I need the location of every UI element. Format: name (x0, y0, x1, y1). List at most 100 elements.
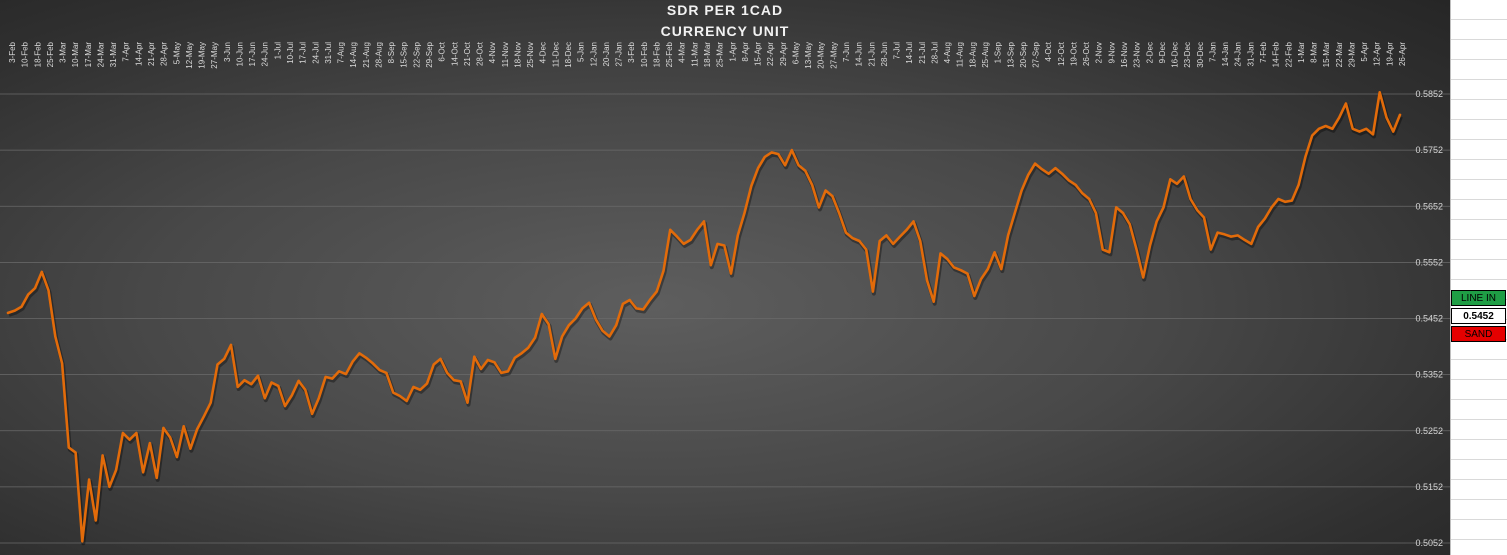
x-tick-label: 16-Nov (1120, 42, 1129, 68)
y-tick-label: 0.5052 (1415, 538, 1443, 548)
y-tick-label: 0.5752 (1415, 145, 1443, 155)
x-tick-label: 9-Nov (1107, 42, 1116, 63)
x-tick-label: 3-Feb (627, 41, 636, 62)
x-tick-label: 22-Sep (412, 41, 421, 67)
x-tick-label: 4-Aug (943, 42, 952, 63)
x-tick-label: 4-Dec (539, 42, 548, 63)
x-tick-label: 7-Aug (337, 42, 346, 63)
x-tick-label: 14-Feb (1272, 41, 1281, 67)
x-tick-label: 5-Apr (1360, 42, 1369, 62)
y-tick-label: 0.5152 (1415, 482, 1443, 492)
x-tick-label: 18-Aug (968, 42, 977, 68)
chart-title: SDR PER 1CAD (666, 2, 784, 18)
x-tick-label: 25-Aug (981, 42, 990, 68)
x-tick-label: 10-Jul (286, 42, 295, 64)
x-tick-label: 5-Jan (577, 42, 586, 62)
x-tick-label: 16-Dec (1171, 42, 1180, 68)
x-tick-label: 2-Dec (1145, 42, 1154, 63)
x-tick-label: 19-May (198, 42, 207, 69)
x-tick-label: 1-Sep (994, 41, 1003, 63)
y-tick-label: 0.5252 (1415, 426, 1443, 436)
x-tick-label: 20-Sep (1019, 41, 1028, 67)
x-tick-label: 14-Aug (349, 42, 358, 68)
y-tick-label: 0.5552 (1415, 257, 1443, 267)
x-tick-label: 7-Jun (842, 42, 851, 62)
series-line (6, 91, 1402, 543)
line-in-value[interactable]: 0.5452 (1451, 308, 1506, 324)
line-chart: 3-Feb 10-Feb 18-Feb 25-Feb 3-Mar 10-Mar 17-Mar… (0, 41, 1450, 548)
x-tick-label: 12-Jan (589, 42, 598, 66)
x-tick-label: 20-Jan (602, 42, 611, 66)
x-tick-label: 28-Jun (880, 42, 889, 66)
x-tick-label: 21-Oct (463, 41, 472, 66)
x-tick-label: 15-Mar (1322, 42, 1331, 68)
x-tick-label: 28-Aug (374, 42, 383, 68)
x-tick-label: 6-May (791, 42, 800, 64)
x-tick-label: 24-Jun (261, 42, 270, 66)
x-tick-label: 3-Jun (223, 42, 232, 62)
x-tick-label: 10-Feb (640, 41, 649, 67)
x-tick-label: 24-Mar (96, 42, 105, 68)
x-tick-label: 31-Jul (324, 42, 333, 64)
x-tick-label: 14-Apr (134, 42, 143, 66)
x-tick-label: 18-Feb (33, 41, 42, 67)
x-tick-label: 6-Oct (438, 41, 447, 61)
x-tick-label: 24-Jan (1234, 42, 1243, 66)
y-tick-label: 0.5452 (1415, 314, 1443, 324)
x-tick-label: 20-May (817, 42, 826, 69)
x-tick-label: 14-Oct (450, 41, 459, 66)
x-tick-label: 4-Mar (678, 42, 687, 63)
x-tick-label: 22-Apr (766, 42, 775, 66)
x-tick-label: 12-Apr (1373, 42, 1382, 66)
x-tick-label: 29-Apr (779, 42, 788, 66)
x-tick-label: 14-Jan (1221, 42, 1230, 66)
x-tick-label: 27-Jan (615, 42, 624, 66)
x-tick-label: 21-Jun (867, 42, 876, 66)
x-tick-label: 7-Jul (893, 42, 902, 60)
x-tick-label: 8-Sep (387, 41, 396, 63)
x-tick-label: 12-May (185, 42, 194, 69)
x-tick-label: 7-Apr (122, 42, 131, 62)
x-tick-label: 28-Jul (930, 42, 939, 64)
x-tick-label: 12-Oct (1057, 41, 1066, 66)
x-tick-label: 31-Jan (1246, 42, 1255, 66)
x-tick-label: 4-Oct (1044, 41, 1053, 61)
x-tick-label: 18-Nov (513, 42, 522, 68)
x-tick-label: 3-Mar (59, 42, 68, 63)
x-tick-label: 13-Sep (1006, 41, 1015, 67)
x-tick-label: 17-Mar (84, 42, 93, 68)
x-tick-label: 15-Apr (754, 42, 763, 66)
x-tick-label: 10-Jun (235, 42, 244, 66)
x-tick-label: 23-Nov (1133, 42, 1142, 68)
x-tick-label: 10-Feb (21, 41, 30, 67)
x-tick-label: 28-Oct (476, 41, 485, 66)
x-tick-label: 8-Mar (1310, 42, 1319, 63)
x-tick-label: 11-Dec (551, 42, 560, 67)
x-tick-label: 19-Apr (1385, 42, 1394, 66)
x-tick-label: 26-Oct (1082, 41, 1091, 66)
x-tick-label: 14-Jun (855, 42, 864, 66)
x-tick-label: 3-Feb (8, 41, 17, 62)
x-tick-label: 22-Mar (1335, 42, 1344, 68)
x-tick-label: 5-May (172, 42, 181, 64)
x-tick-label: 29-Sep (425, 41, 434, 67)
x-tick-label: 25-Nov (526, 42, 535, 68)
x-tick-label: 1-Mar (1297, 42, 1306, 63)
chart-area: 3-Feb 10-Feb 18-Feb 25-Feb 3-Mar 10-Mar 17-Mar… (0, 0, 1450, 555)
x-tick-label: 14-Jul (905, 42, 914, 64)
x-tick-label: 18-Dec (564, 42, 573, 68)
y-tick-label: 0.5352 (1415, 370, 1443, 380)
x-tick-label: 21-Aug (362, 42, 371, 68)
x-tick-label: 1-Apr (728, 42, 737, 62)
x-tick-label: 18-Feb (652, 41, 661, 67)
line-in-label: LINE IN (1451, 290, 1506, 306)
y-tick-label: 0.5652 (1415, 201, 1443, 211)
x-tick-label: 11-Aug (956, 42, 965, 67)
x-tick-label: 7-Feb (1259, 41, 1268, 62)
x-tick-label: 21-Jul (918, 42, 927, 64)
x-tick-label: 19-Oct (1069, 41, 1078, 66)
x-tick-label: 7-Jan (1208, 42, 1217, 62)
x-tick-label: 2-Nov (1095, 42, 1104, 63)
x-tick-label: 27-May (829, 42, 838, 69)
x-tick-label: 28-Apr (160, 42, 169, 66)
